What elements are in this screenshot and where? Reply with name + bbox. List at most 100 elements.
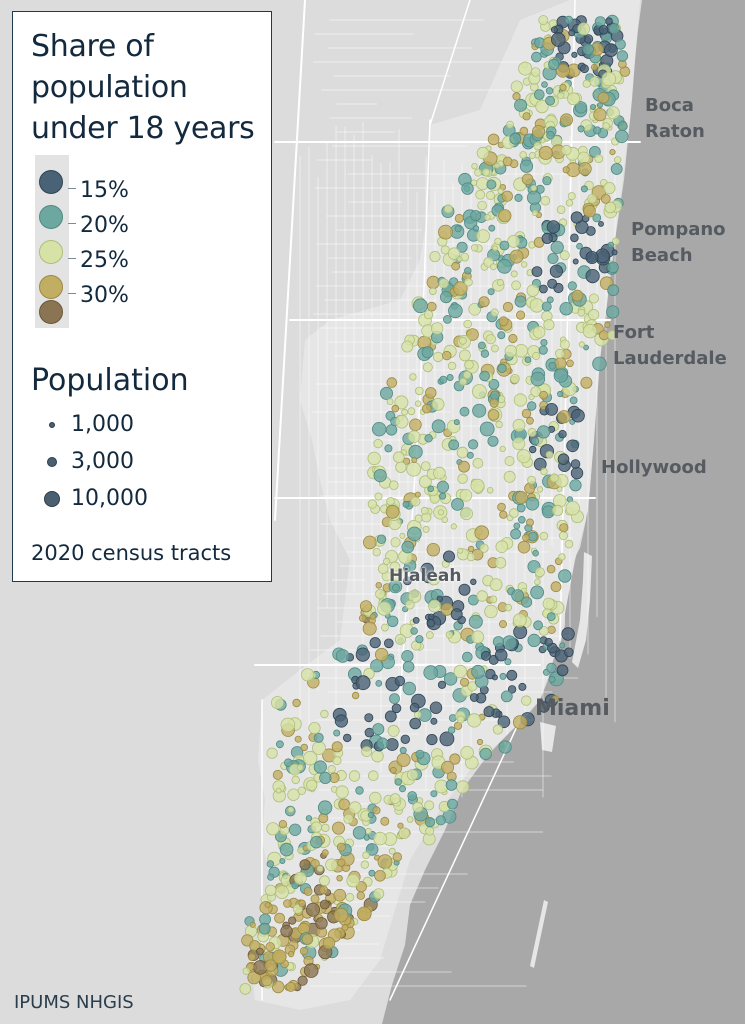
tract-dot xyxy=(316,865,324,872)
tract-dot xyxy=(453,419,460,426)
tract-dot xyxy=(383,557,391,566)
tract-dot xyxy=(547,252,559,264)
tract-dot xyxy=(531,209,539,217)
tract-dot xyxy=(514,193,523,202)
tract-dot xyxy=(526,190,542,205)
city-label-miami: Miami xyxy=(535,696,610,721)
tract-dot xyxy=(582,43,594,56)
tract-dot xyxy=(565,199,574,207)
tract-dot xyxy=(577,308,586,317)
share-tick xyxy=(68,188,76,189)
share-tick xyxy=(68,223,76,224)
tract-dot xyxy=(559,531,569,541)
tract-dot xyxy=(476,590,488,602)
tract-dot xyxy=(392,852,403,862)
tract-dot xyxy=(249,940,261,952)
tract-dot xyxy=(278,820,288,829)
tract-dot xyxy=(414,514,423,523)
tract-dot xyxy=(297,975,308,986)
tract-dot xyxy=(414,491,421,498)
tract-dot xyxy=(554,357,567,370)
tract-dot xyxy=(471,630,485,644)
tract-dot xyxy=(441,760,455,774)
tract-dot xyxy=(507,234,520,248)
tract-dot xyxy=(479,543,489,553)
tract-dot xyxy=(470,578,477,585)
tract-dot xyxy=(427,485,435,493)
tract-dot xyxy=(546,296,554,304)
tract-dot xyxy=(355,647,370,662)
tract-dot xyxy=(457,547,464,554)
tract-dot xyxy=(445,779,458,791)
tract-dot xyxy=(460,507,473,521)
tract-dot xyxy=(264,902,271,908)
tract-dot xyxy=(386,377,398,388)
tract-dot xyxy=(429,251,441,263)
tract-dot xyxy=(355,786,364,795)
tract-dot xyxy=(470,478,485,493)
tract-dot xyxy=(442,314,452,324)
tract-dot xyxy=(394,395,409,410)
tract-dot xyxy=(519,126,529,136)
tract-dot xyxy=(468,302,482,316)
tract-dot xyxy=(313,732,324,743)
tract-dot xyxy=(463,370,472,380)
tract-dot xyxy=(428,599,442,613)
tract-dot xyxy=(512,92,521,101)
tract-dot xyxy=(588,293,599,304)
tract-dot xyxy=(372,723,385,736)
tract-dot xyxy=(426,275,440,289)
tract-dot xyxy=(480,650,491,661)
tract-dot xyxy=(509,249,524,264)
tract-dot xyxy=(348,770,361,782)
tract-dot xyxy=(445,631,454,639)
tract-dot xyxy=(612,237,620,246)
tract-dot xyxy=(561,144,572,156)
tract-dot xyxy=(492,245,499,252)
tract-dot xyxy=(580,376,593,389)
tract-dot xyxy=(556,664,569,677)
tract-dot xyxy=(489,390,500,401)
tract-dot xyxy=(541,232,553,244)
tract-dot xyxy=(542,176,552,186)
tract-dot xyxy=(489,263,497,271)
tract-dot xyxy=(317,800,333,815)
tract-dot xyxy=(539,531,549,541)
tract-dot xyxy=(558,430,567,439)
tract-dot xyxy=(334,714,348,728)
tract-dot xyxy=(477,341,486,350)
legend-title-line: Share of xyxy=(31,29,154,64)
tract-dot xyxy=(458,460,470,473)
tract-dot xyxy=(391,583,400,592)
tract-dot xyxy=(457,473,468,484)
tract-dot xyxy=(375,581,383,589)
tract-dot xyxy=(615,38,626,50)
tract-dot xyxy=(530,67,541,77)
tract-dot xyxy=(530,371,546,387)
tract-dot xyxy=(376,534,387,544)
tract-dot xyxy=(362,535,377,550)
tract-dot xyxy=(546,564,556,574)
tract-dot xyxy=(272,769,283,780)
tract-dot xyxy=(426,619,436,628)
tract-dot xyxy=(399,746,407,754)
tract-dot xyxy=(487,288,495,296)
tract-dot xyxy=(547,278,558,289)
tract-dot xyxy=(346,874,360,888)
city-label-line: Pompano xyxy=(631,219,726,240)
tract-dot xyxy=(496,278,504,287)
tract-dot xyxy=(400,734,411,745)
city-label-line: Raton xyxy=(645,121,705,142)
tract-dot xyxy=(348,801,362,814)
tract-dot xyxy=(352,826,367,840)
tract-dot xyxy=(422,525,430,533)
tract-dot xyxy=(500,690,513,703)
tract-dot xyxy=(570,233,579,243)
tract-dot xyxy=(596,102,603,109)
tract-dot xyxy=(559,642,566,649)
tract-dot xyxy=(351,691,360,700)
tract-dot xyxy=(275,740,284,749)
tract-dot xyxy=(504,344,518,358)
tract-dot xyxy=(499,445,506,452)
tract-dot xyxy=(468,614,483,629)
